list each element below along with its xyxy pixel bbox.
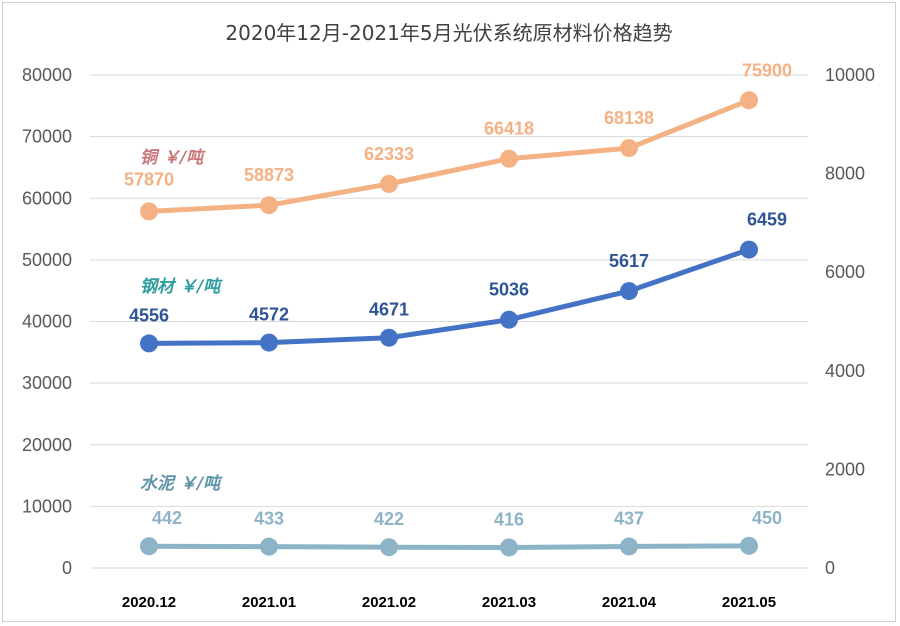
chart-title: 2020年12月-2021年5月光伏系统原材料价格趋势 — [225, 21, 672, 45]
data-label: 4556 — [129, 305, 169, 325]
right-tick-label: 0 — [825, 558, 835, 578]
data-label: 450 — [752, 508, 782, 528]
data-point — [260, 333, 278, 352]
data-point — [500, 538, 518, 557]
data-point — [260, 196, 278, 215]
x-tick-label: 2021.03 — [482, 594, 536, 611]
series-2: 4556 4572 4671 5036 5617 6459 — [129, 210, 787, 353]
data-label: 68138 — [604, 108, 654, 128]
data-point — [620, 139, 638, 158]
data-label: 442 — [152, 508, 182, 528]
series-name-label: 钢材 ￥/吨 — [140, 277, 223, 297]
data-label: 66418 — [484, 119, 534, 139]
series-name-label: 水泥 ￥/吨 — [140, 474, 223, 494]
series-name-label: 铜 ￥/吨 — [140, 148, 206, 168]
series-3: 442 433 422 416 437 450 — [140, 508, 782, 557]
data-point — [740, 536, 758, 555]
data-label: 6459 — [747, 210, 787, 230]
left-tick-label: 40000 — [22, 312, 72, 332]
data-label: 75900 — [742, 60, 792, 80]
series-line — [146, 247, 752, 346]
left-tick-label: 50000 — [22, 250, 72, 270]
x-tick-label: 2021.04 — [602, 594, 657, 611]
data-point — [620, 282, 638, 301]
data-label: 62333 — [364, 144, 414, 164]
data-point — [140, 334, 158, 353]
left-tick-label: 60000 — [22, 188, 72, 208]
right-tick-label: 10000 — [825, 65, 875, 85]
series-1: 57870 58873 62333 66418 68138 75900 — [124, 60, 792, 221]
data-point — [740, 240, 758, 259]
x-tick-label: 2020.12 — [122, 594, 176, 611]
data-point — [380, 538, 398, 557]
data-point — [620, 537, 638, 556]
data-point — [500, 149, 518, 168]
data-label: 5036 — [489, 280, 529, 300]
left-tick-label: 80000 — [22, 65, 72, 85]
left-tick-label: 70000 — [22, 127, 72, 147]
data-label: 58873 — [244, 165, 294, 185]
data-label: 4671 — [369, 300, 409, 320]
data-label: 4572 — [249, 305, 289, 325]
data-point — [260, 537, 278, 556]
left-tick-label: 30000 — [22, 373, 72, 393]
data-label: 422 — [374, 509, 404, 529]
data-label: 437 — [614, 508, 644, 528]
x-tick-label: 2021.05 — [722, 594, 776, 611]
data-point — [380, 174, 398, 193]
right-tick-label: 4000 — [825, 361, 865, 381]
data-label: 416 — [494, 509, 524, 529]
x-tick-label: 2021.02 — [362, 594, 416, 611]
gridlines — [90, 74, 808, 569]
data-label: 5617 — [609, 251, 649, 271]
series-layer: 57870 58873 62333 66418 68138 75900 4556 4572 46… — [124, 60, 792, 557]
right-tick-label: 6000 — [825, 262, 865, 282]
data-point — [140, 537, 158, 556]
data-point — [500, 310, 518, 329]
series-names: 铜 ￥/吨钢材 ￥/吨水泥 ￥/吨 — [140, 148, 223, 494]
series-line — [146, 543, 752, 550]
data-label: 57870 — [124, 169, 174, 189]
left-tick-label: 0 — [62, 558, 72, 578]
data-point — [380, 328, 398, 347]
right-tick-label: 8000 — [825, 164, 865, 184]
right-tick-label: 2000 — [825, 459, 865, 479]
data-point — [140, 202, 158, 221]
right-y-axis: 0 2000 4000 6000 8000 10000 — [825, 65, 875, 578]
data-point — [740, 91, 758, 110]
data-label: 433 — [254, 509, 284, 529]
x-tick-label: 2021.01 — [242, 594, 296, 611]
x-axis: 2020.12 2021.01 2021.02 2021.03 2021.04 2021.… — [122, 594, 776, 611]
left-tick-label: 10000 — [22, 496, 72, 516]
left-tick-label: 20000 — [22, 435, 72, 455]
left-y-axis: 0 10000 20000 30000 40000 50000 60000 70000 8000… — [22, 65, 72, 578]
series-line — [146, 97, 752, 214]
